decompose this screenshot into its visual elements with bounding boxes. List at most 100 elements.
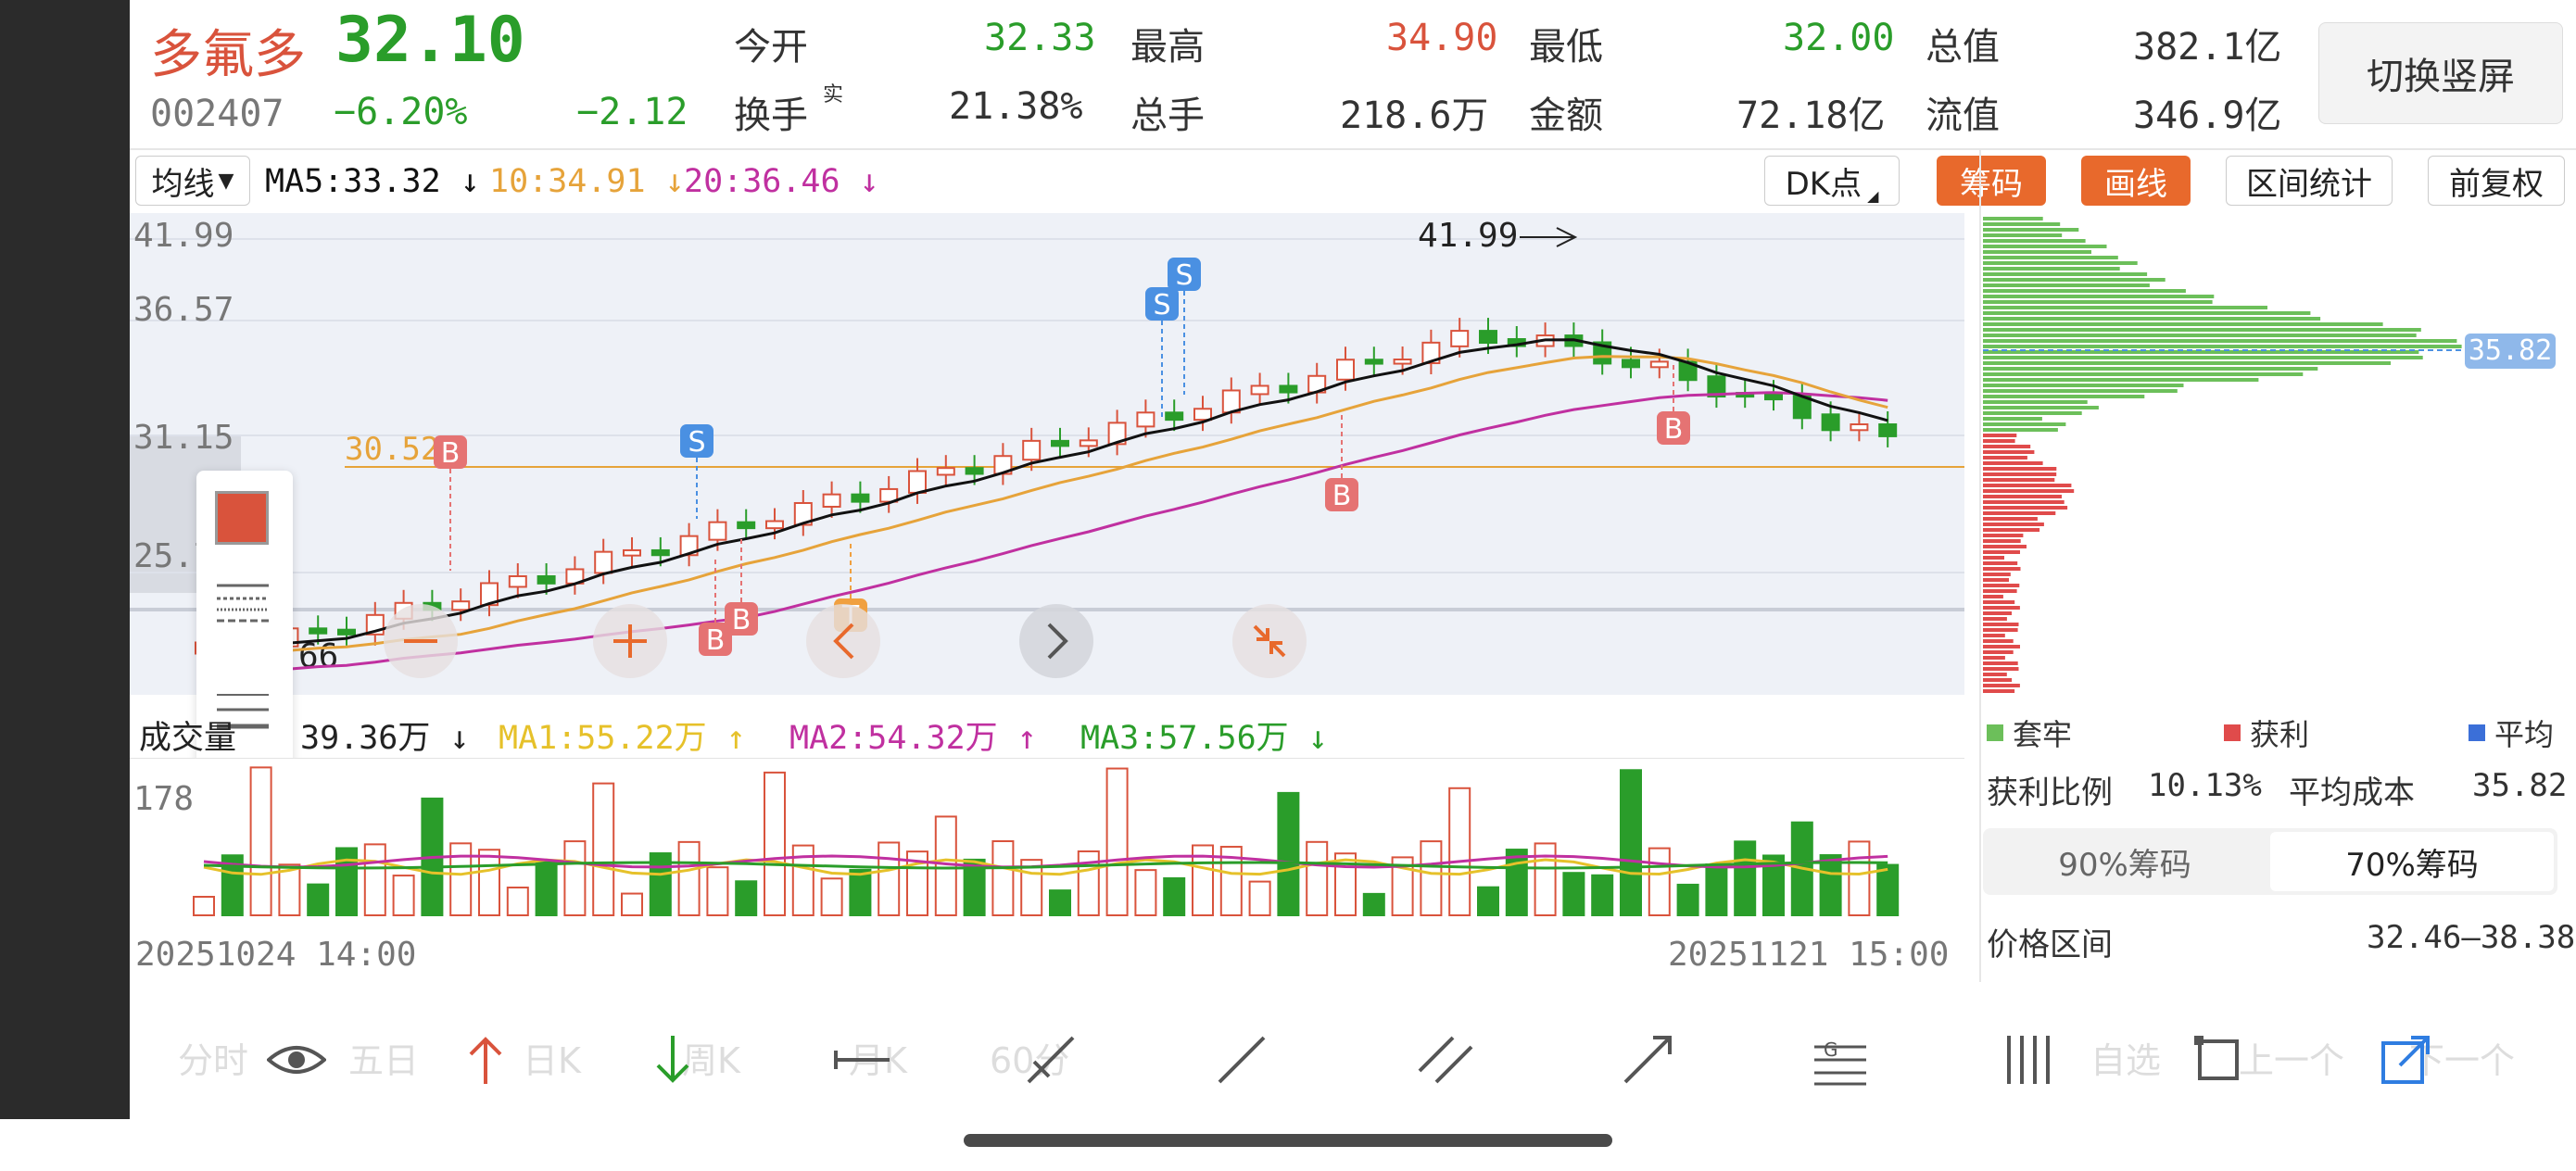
chips-button[interactable]: 筹码	[1937, 156, 2046, 206]
volume-bar	[963, 858, 986, 916]
arrow-down-icon[interactable]	[654, 1034, 691, 1086]
horizontal-line-icon[interactable]	[832, 1049, 891, 1071]
volume-bar	[535, 861, 558, 916]
arrow-line-icon[interactable]	[1622, 1034, 1673, 1086]
chip-bar	[1983, 667, 2019, 671]
line-width-icon[interactable]	[217, 691, 269, 732]
sell-marker-label: S	[1153, 289, 1170, 321]
volume-label: 总手	[1130, 94, 1205, 137]
dk-point-button[interactable]: DK点 ◢	[1764, 156, 1900, 206]
candle-body	[1821, 413, 1840, 432]
tab-70-chips[interactable]: 70%筹码	[2270, 832, 2554, 891]
chip-bar	[1983, 267, 2120, 271]
zoom-in-button[interactable]	[593, 604, 667, 678]
chip-bar	[1983, 539, 2021, 543]
volume-bar	[392, 875, 415, 916]
zoom-out-button[interactable]	[384, 604, 458, 678]
volume-bar	[621, 892, 643, 916]
turnover-value: 21.38%	[949, 85, 1083, 128]
chip-bar	[1983, 367, 2318, 371]
chip-bar	[1983, 472, 2057, 476]
tab-intraday[interactable]: 分时	[178, 1040, 249, 1081]
price-range-value: 32.46—38.38	[2367, 919, 2576, 956]
ma20-value: 20:36.46 ↓	[684, 163, 879, 200]
price-axis-label: 41.99	[133, 217, 234, 255]
tab-90-chips[interactable]: 90%筹码	[2058, 846, 2191, 884]
chip-bar	[1983, 673, 2007, 676]
chip-bar	[1983, 639, 2014, 643]
ray-line-icon[interactable]	[1025, 1034, 1077, 1086]
line-style-icon[interactable]	[217, 580, 269, 626]
buy-marker-label: B	[1664, 413, 1684, 446]
draw-line-button[interactable]: 画线	[2081, 156, 2191, 206]
volume-chart[interactable]: 178	[130, 758, 1964, 917]
volume-bar	[1306, 840, 1329, 916]
ma5-line	[203, 338, 1888, 650]
tab-watchlist[interactable]: 自选	[2090, 1040, 2162, 1081]
chip-bar	[1983, 361, 2391, 365]
chip-bar	[1983, 395, 2145, 398]
volume-bar	[1163, 877, 1186, 916]
tab-60-min[interactable]: 60分	[990, 1040, 1070, 1081]
eye-icon[interactable]	[267, 1041, 326, 1078]
chip-bar	[1983, 428, 2058, 432]
segment-line-icon[interactable]	[1216, 1034, 1268, 1086]
volume-bar	[934, 815, 957, 916]
tab-weekly-k[interactable]: 周K	[682, 1040, 740, 1081]
volume-bar	[878, 841, 901, 916]
chip-bar	[1983, 600, 2015, 604]
forward-adjust-button[interactable]: 前复权	[2428, 156, 2565, 206]
tab-daily-k[interactable]: 日K	[523, 1040, 581, 1081]
candle-body	[1878, 423, 1898, 437]
candle-body	[1479, 330, 1497, 345]
chip-bar	[1983, 456, 2027, 460]
chip-bar	[1983, 584, 2020, 587]
chip-bar	[1983, 434, 2017, 437]
chip-bar	[1983, 322, 2383, 326]
volume-bar	[1277, 791, 1300, 916]
legend-swatch	[2469, 724, 2485, 741]
sell-marker-badge	[680, 424, 713, 458]
scroll-right-button[interactable]	[1019, 604, 1093, 678]
candle-body	[1107, 422, 1127, 446]
chip-bar	[1983, 295, 2215, 298]
ma10-line	[203, 355, 1888, 658]
period-lines-icon[interactable]	[2005, 1034, 2061, 1086]
golden-ratio-icon[interactable]: G	[1812, 1034, 1868, 1086]
turnover-label: 换手	[734, 94, 808, 137]
volume-ma2: MA2:54.32万 ↑	[789, 720, 1037, 757]
color-swatch[interactable]	[215, 491, 269, 545]
chip-bar	[1983, 500, 2065, 504]
switch-portrait-button[interactable]: 切换竖屏	[2318, 22, 2563, 124]
chip-bar	[1983, 495, 2062, 498]
candle-body	[480, 582, 499, 607]
reset-zoom-button[interactable]	[1232, 604, 1307, 678]
candle-body	[1250, 384, 1269, 396]
candle-body	[1622, 359, 1640, 369]
candle-body	[908, 470, 927, 494]
range-stats-button[interactable]: 区间统计	[2226, 156, 2393, 206]
chip-bar	[1983, 217, 2043, 220]
chip-bar	[1983, 289, 2186, 293]
tab-previous[interactable]: 上一个	[2239, 1040, 2345, 1081]
parallel-line-icon[interactable]	[1416, 1034, 1475, 1086]
chip-bar	[1983, 306, 2267, 309]
candle-body	[508, 574, 527, 588]
chip-bar	[1983, 689, 2015, 693]
chip-bar	[1983, 228, 2079, 232]
chip-bar	[1983, 656, 2005, 660]
legend-swatch	[2224, 724, 2241, 741]
scroll-left-button[interactable]	[806, 604, 880, 678]
home-indicator[interactable]	[964, 1134, 1612, 1147]
chip-bar	[1983, 645, 2020, 648]
chip-bar	[1983, 372, 2304, 376]
ma-select[interactable]: 均线 ▼	[135, 156, 250, 206]
tab-five-day[interactable]: 五日	[348, 1040, 420, 1081]
volume-bar	[1876, 863, 1900, 917]
rectangle-icon[interactable]	[2192, 1034, 2244, 1086]
buy-marker-badge	[434, 435, 467, 469]
share-icon[interactable]	[2380, 1034, 2431, 1086]
chip-bar	[1983, 422, 2066, 426]
arrow-up-icon[interactable]	[467, 1034, 504, 1086]
